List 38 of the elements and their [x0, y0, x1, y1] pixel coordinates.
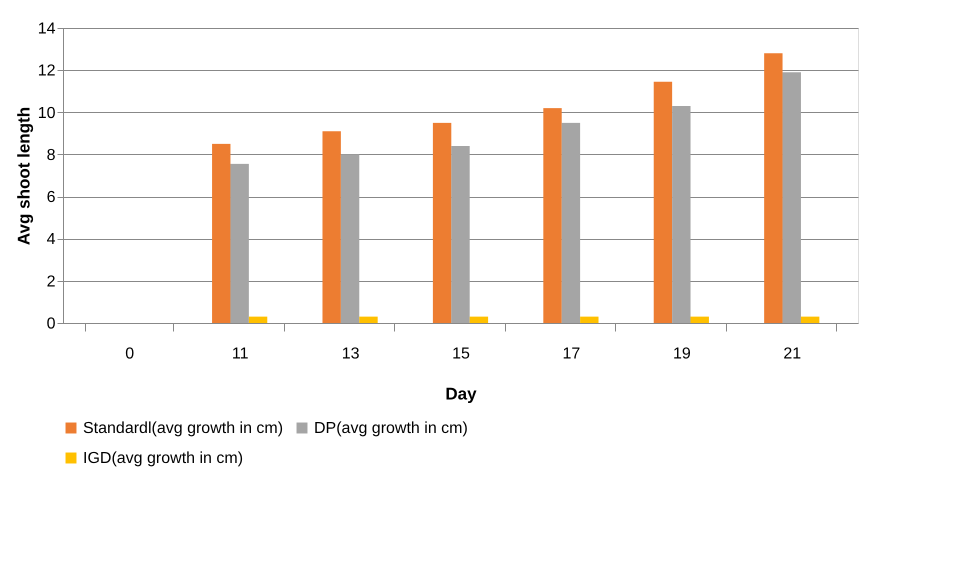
- legend-label: IGD(avg growth in cm): [83, 450, 244, 467]
- bar: [451, 146, 470, 323]
- y-tick-label: 8: [46, 146, 56, 164]
- y-axis-title: Avg shoot length: [14, 106, 34, 246]
- bar: [690, 316, 709, 323]
- bar: [654, 82, 672, 323]
- y-tick-label: 6: [46, 189, 56, 206]
- bar: [230, 164, 249, 323]
- x-tick-label: 13: [342, 346, 360, 362]
- y-tick-label: 2: [46, 273, 56, 290]
- x-tick-label: 21: [783, 346, 802, 362]
- bar: [248, 316, 268, 323]
- bar: [432, 122, 452, 323]
- x-tick-label: 19: [672, 346, 691, 362]
- bar: [782, 72, 801, 323]
- legend-label: Standardl(avg growth in cm): [83, 420, 284, 437]
- x-tick-label: 11: [232, 346, 249, 362]
- y-tick-label: 10: [38, 104, 56, 122]
- y-tick-label: 0: [46, 316, 56, 332]
- bar: [212, 144, 230, 323]
- x-tick-label: 0: [125, 346, 134, 362]
- bar: [672, 106, 691, 323]
- bar: [359, 316, 378, 323]
- bar: [322, 131, 341, 323]
- bar: [543, 108, 562, 323]
- bar: [340, 154, 360, 323]
- y-tick-label: 14: [38, 20, 56, 38]
- bar: [764, 53, 783, 323]
- bar: [800, 316, 820, 323]
- bar: [580, 316, 599, 323]
- bar: [470, 316, 488, 323]
- legend-label: DP(avg growth in cm): [314, 420, 468, 437]
- x-axis-title: Day: [445, 384, 478, 404]
- bar: [562, 122, 580, 323]
- x-tick-label: 15: [452, 346, 470, 362]
- y-tick-label: 4: [46, 231, 56, 248]
- x-tick-label: 17: [562, 346, 580, 362]
- y-tick-label: 12: [38, 62, 56, 80]
